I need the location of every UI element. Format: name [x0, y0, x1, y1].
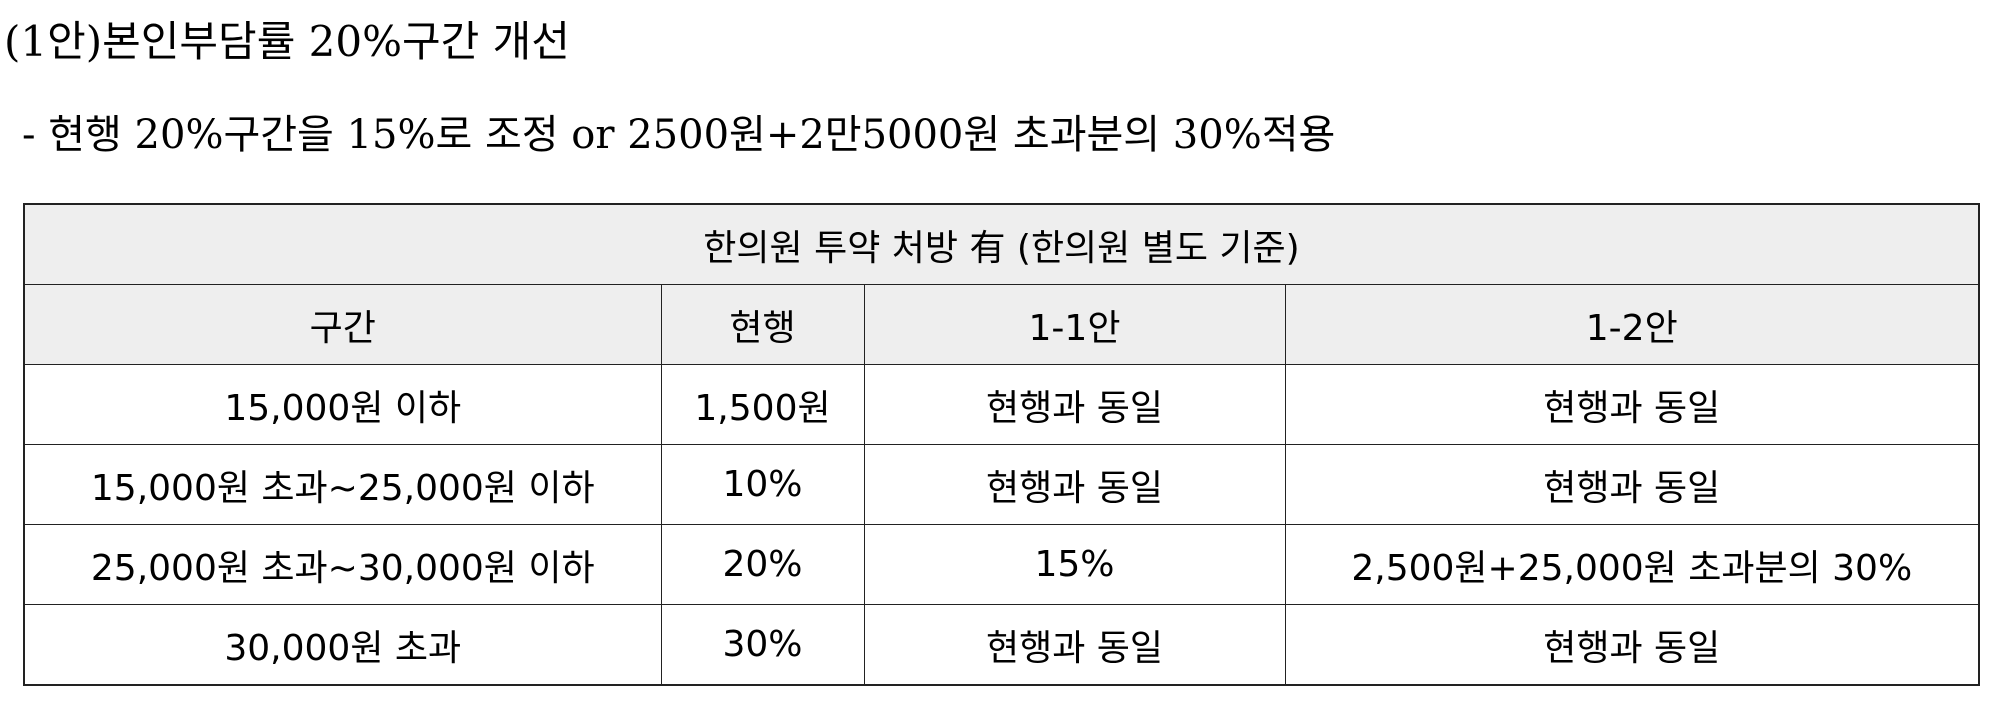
header-cell: 1-1안	[863, 284, 1286, 365]
table-cell: 30,000원 초과	[23, 604, 662, 686]
table-cell: 10%	[660, 444, 865, 525]
table-header-row: 구간 현행 1-1안 1-2안	[23, 284, 1980, 365]
table-caption-row: 한의원 투약 처방 有 (한의원 별도 기준)	[23, 203, 1980, 285]
table-row: 25,000원 초과~30,000원 이하 20% 15% 2,500원+25,…	[23, 524, 1980, 605]
header-cell: 현행	[660, 284, 865, 365]
table-cell: 현행과 동일	[863, 444, 1286, 525]
copay-table: 한의원 투약 처방 有 (한의원 별도 기준) 구간 현행 1-1안 1-2안 …	[23, 203, 1980, 686]
table-cell: 15,000원 이하	[23, 364, 662, 445]
table-row: 30,000원 초과 30% 현행과 동일 현행과 동일	[23, 604, 1980, 686]
table-cell: 2,500원+25,000원 초과분의 30%	[1284, 524, 1980, 605]
table-cell: 20%	[660, 524, 865, 605]
table-cell: 현행과 동일	[1284, 364, 1980, 445]
header-cell: 구간	[23, 284, 662, 365]
table-row: 15,000원 초과~25,000원 이하 10% 현행과 동일 현행과 동일	[23, 444, 1980, 525]
header-cell: 1-2안	[1284, 284, 1980, 365]
table-cell: 15%	[863, 524, 1286, 605]
page-title: (1안)본인부담률 20%구간 개선	[4, 17, 570, 66]
table-cell: 25,000원 초과~30,000원 이하	[23, 524, 662, 605]
table-cell: 30%	[660, 604, 865, 686]
table-cell: 현행과 동일	[863, 604, 1286, 686]
table-cell: 현행과 동일	[1284, 444, 1980, 525]
table-caption: 한의원 투약 처방 有 (한의원 별도 기준)	[23, 203, 1980, 285]
table-cell: 현행과 동일	[1284, 604, 1980, 686]
table-cell: 15,000원 초과~25,000원 이하	[23, 444, 662, 525]
page-subtitle: - 현행 20%구간을 15%로 조정 or 2500원+2만5000원 초과분…	[22, 112, 1336, 158]
table-cell: 현행과 동일	[863, 364, 1286, 445]
table-row: 15,000원 이하 1,500원 현행과 동일 현행과 동일	[23, 364, 1980, 445]
table-cell: 1,500원	[660, 364, 865, 445]
